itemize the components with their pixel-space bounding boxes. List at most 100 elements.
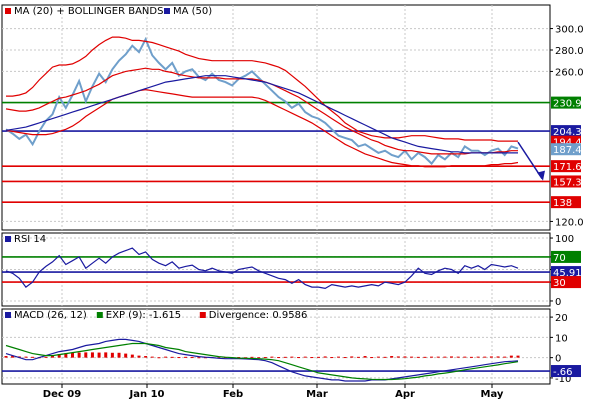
divergence-bar bbox=[197, 357, 201, 359]
panel-frame bbox=[1, 4, 551, 231]
divergence-bar bbox=[57, 354, 61, 358]
legend-label: MA (50) bbox=[173, 6, 212, 17]
divergence-bar bbox=[489, 356, 493, 358]
divergence-bar bbox=[516, 355, 520, 358]
level-badge-label: 230.9 bbox=[553, 99, 582, 110]
series-rsi-14 bbox=[5, 247, 519, 290]
divergence-bar bbox=[144, 356, 148, 358]
x-tick-label: May bbox=[481, 389, 504, 400]
y-tick-label: 300.0 bbox=[555, 25, 584, 36]
divergence-bar bbox=[31, 356, 35, 358]
divergence-bar bbox=[483, 356, 487, 358]
divergence-bar bbox=[90, 352, 94, 358]
divergence-bar bbox=[257, 357, 261, 359]
divergence-bar bbox=[363, 356, 367, 358]
y-tick-label: 20 bbox=[555, 313, 568, 324]
y-tick-label: 260.0 bbox=[555, 67, 584, 78]
x-tick-label: Apr bbox=[395, 389, 415, 400]
level-badge-label: 171.6 bbox=[553, 162, 582, 173]
divergence-bar bbox=[164, 356, 168, 358]
x-tick-label: Dec 09 bbox=[43, 389, 81, 400]
divergence-bar bbox=[250, 356, 254, 358]
y-tick-label: 120.0 bbox=[555, 217, 584, 228]
divergence-bar bbox=[396, 356, 400, 358]
level-badge-label: 70 bbox=[553, 253, 566, 264]
divergence-bar bbox=[190, 357, 194, 359]
legend-label: EXP (9): -1.615 bbox=[106, 310, 181, 321]
divergence-bar bbox=[436, 356, 440, 358]
legend-label: MA (20) + BOLLINGER BANDS bbox=[14, 6, 163, 17]
divergence-bar bbox=[469, 356, 473, 358]
divergence-bar bbox=[297, 357, 301, 359]
divergence-bar bbox=[343, 357, 347, 359]
divergence-bar bbox=[443, 356, 447, 358]
x-tick-label: Feb bbox=[223, 389, 243, 400]
divergence-bar bbox=[323, 356, 327, 358]
level-badge bbox=[551, 175, 581, 188]
divergence-bar bbox=[390, 356, 394, 358]
divergence-bar bbox=[104, 352, 108, 358]
divergence-bar bbox=[44, 356, 48, 358]
level-badge-label: 45.91 bbox=[553, 268, 582, 279]
forecast-arrow bbox=[517, 141, 545, 181]
divergence-bar bbox=[310, 357, 314, 359]
divergence-bar bbox=[170, 356, 174, 358]
level-badge-label: 187.4 bbox=[553, 145, 582, 156]
divergence-bar bbox=[476, 356, 480, 358]
divergence-bar bbox=[290, 356, 294, 358]
divergence-bar bbox=[137, 355, 141, 358]
divergence-bar bbox=[110, 352, 114, 358]
level-badge-label: 157.3 bbox=[553, 177, 582, 188]
level-badge bbox=[551, 250, 581, 263]
legend-swatch bbox=[199, 312, 206, 318]
legend-label: RSI 14 bbox=[14, 234, 46, 245]
forecast-arrow-head bbox=[537, 170, 545, 181]
level-badge-label: 204.3 bbox=[553, 127, 582, 138]
x-tick-label: Mar bbox=[306, 389, 328, 400]
level-badge bbox=[551, 160, 581, 173]
divergence-bar bbox=[370, 357, 374, 359]
y-tick-label: 0 bbox=[555, 297, 561, 308]
panel-macd: 20 10 0 -10-.66 MACD (26, 12) EXP (9): -1.615… bbox=[1, 308, 581, 385]
divergence-bar bbox=[150, 356, 154, 358]
divergence-bar bbox=[84, 352, 88, 358]
y-tick-label: 10 bbox=[555, 333, 568, 344]
divergence-bar bbox=[450, 356, 454, 358]
level-badge bbox=[551, 143, 581, 156]
y-tick-label: -10 bbox=[555, 374, 571, 385]
divergence-bar bbox=[124, 353, 128, 358]
series-exp-9-1-615 bbox=[5, 342, 519, 381]
divergence-bar bbox=[263, 357, 267, 359]
divergence-bar bbox=[509, 355, 513, 358]
y-tick-label: 280.0 bbox=[555, 46, 584, 57]
divergence-bar bbox=[463, 356, 467, 358]
x-tick-label: Jan 10 bbox=[129, 389, 165, 400]
divergence-bar bbox=[24, 356, 28, 358]
divergence-bar bbox=[177, 357, 181, 359]
y-tick-label: 0 bbox=[555, 354, 561, 365]
level-badge bbox=[551, 96, 581, 109]
divergence-bar bbox=[184, 356, 188, 358]
divergence-bar bbox=[70, 352, 74, 358]
series-ma50 bbox=[5, 75, 518, 154]
panel-price: 300.0 280.0 260.0 120.0 230.9 204.3 171.6 157.3… bbox=[1, 4, 584, 231]
y-tick-label: 100 bbox=[555, 234, 574, 245]
divergence-bar bbox=[350, 356, 354, 358]
divergence-bar bbox=[356, 356, 360, 358]
divergence-bar bbox=[330, 357, 334, 359]
divergence-bar bbox=[303, 356, 307, 358]
level-badge-label: 138 bbox=[553, 198, 572, 209]
divergence-bar bbox=[97, 352, 101, 358]
divergence-bar bbox=[11, 355, 15, 358]
legend-swatch bbox=[5, 236, 11, 242]
divergence-bar bbox=[376, 356, 380, 358]
divergence-bar bbox=[430, 356, 434, 358]
divergence-bar bbox=[416, 356, 420, 358]
level-badge-label: -.66 bbox=[553, 367, 573, 378]
divergence-bar bbox=[503, 356, 507, 358]
series-macd-26-12 bbox=[5, 338, 519, 382]
divergence-bar bbox=[77, 352, 81, 358]
divergence-bar bbox=[277, 357, 281, 359]
